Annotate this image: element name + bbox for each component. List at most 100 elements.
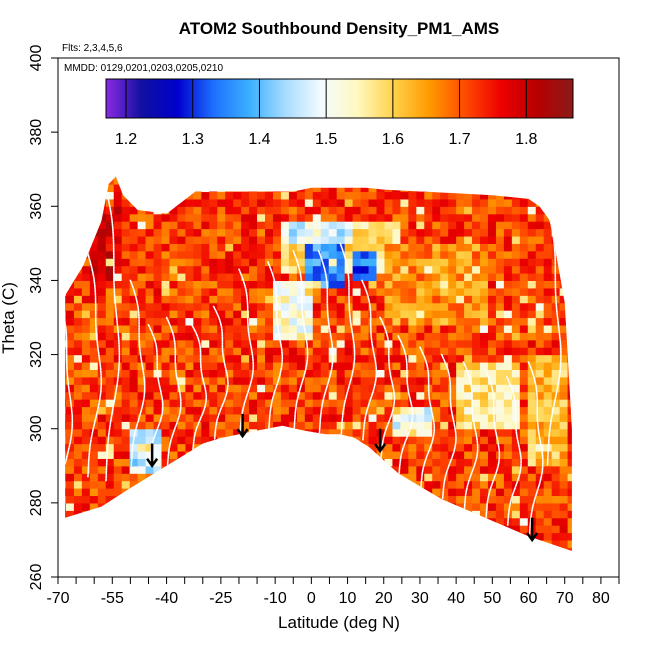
- heatmap-cell: [527, 473, 537, 482]
- heatmap-cell: [535, 206, 545, 215]
- heatmap-cell: [320, 176, 330, 185]
- heatmap-cell: [472, 465, 481, 474]
- heatmap-cell: [97, 458, 107, 467]
- heatmap-cell: [137, 287, 147, 296]
- heatmap-cell: [121, 428, 131, 437]
- heatmap-cell: [384, 302, 394, 311]
- heatmap-cell: [185, 502, 194, 511]
- heatmap-cell: [424, 265, 433, 274]
- heatmap-cell: [320, 525, 330, 534]
- heatmap-cell: [161, 176, 171, 178]
- heatmap-cell: [336, 287, 346, 296]
- heatmap-cell: [193, 191, 202, 200]
- heatmap-cell: [559, 376, 569, 385]
- heatmap-cell: [185, 510, 194, 519]
- heatmap-cell: [161, 184, 171, 193]
- heatmap-cell: [209, 339, 218, 348]
- heatmap-cell: [432, 339, 441, 348]
- heatmap-cell: [257, 495, 266, 504]
- heatmap-cell: [177, 436, 186, 445]
- heatmap-cell: [304, 399, 314, 408]
- heatmap-cell: [551, 184, 561, 193]
- heatmap-cell: [89, 517, 99, 526]
- heatmap-cell: [225, 555, 234, 563]
- heatmap-cell: [328, 450, 338, 459]
- heatmap-cell: [121, 473, 131, 482]
- heatmap-cell: [328, 191, 338, 200]
- heatmap-cell: [535, 354, 545, 363]
- heatmap-cell: [217, 265, 226, 274]
- heatmap-cell: [65, 191, 67, 200]
- heatmap-cell: [288, 347, 298, 356]
- heatmap-cell: [121, 450, 131, 459]
- heatmap-cell: [296, 488, 306, 497]
- heatmap-cell: [551, 361, 561, 370]
- heatmap-cell: [320, 488, 330, 497]
- heatmap-cell: [225, 361, 234, 370]
- heatmap-cell: [432, 473, 441, 482]
- heatmap-cell: [161, 280, 171, 289]
- heatmap-cell: [73, 421, 83, 430]
- heatmap-cell: [81, 510, 91, 519]
- heatmap-cell: [65, 510, 75, 519]
- heatmap-cell: [249, 258, 258, 267]
- heatmap-cell: [145, 443, 155, 452]
- heatmap-cell: [288, 295, 298, 304]
- heatmap-cell: [312, 206, 322, 215]
- heatmap-cell: [448, 339, 457, 348]
- heatmap-cell: [257, 361, 266, 370]
- heatmap-cell: [360, 369, 370, 378]
- heatmap-cell: [296, 510, 306, 519]
- heatmap-cell: [527, 184, 537, 193]
- heatmap-cell: [527, 384, 537, 393]
- heatmap-cell: [145, 510, 155, 519]
- heatmap-cell: [368, 310, 378, 319]
- heatmap-cell: [296, 191, 306, 200]
- heatmap-cell: [201, 369, 210, 378]
- heatmap-cell: [519, 502, 529, 511]
- heatmap-cell: [408, 399, 417, 408]
- heatmap-cell: [360, 332, 370, 341]
- heatmap-cell: [280, 235, 290, 244]
- heatmap-cell: [177, 480, 186, 489]
- heatmap-cell: [535, 176, 545, 185]
- heatmap-cell: [360, 280, 370, 289]
- heatmap-cell: [121, 532, 131, 541]
- heatmap-cell: [416, 376, 425, 385]
- heatmap-cell: [416, 488, 425, 497]
- heatmap-cell: [567, 480, 572, 489]
- heatmap-cell: [503, 258, 513, 267]
- heatmap-cell: [320, 339, 330, 348]
- heatmap-cell: [225, 317, 234, 326]
- heatmap-cell: [65, 302, 67, 311]
- heatmap-cell: [360, 295, 370, 304]
- heatmap-cell: [392, 547, 401, 551]
- heatmap-cell: [65, 391, 67, 400]
- heatmap-cell: [241, 517, 250, 526]
- heatmap-cell: [113, 295, 123, 304]
- heatmap-cell: [288, 428, 298, 437]
- heatmap-cell: [376, 213, 386, 222]
- heatmap-cell: [65, 295, 67, 304]
- heatmap-cell: [511, 273, 521, 282]
- heatmap-cell: [543, 406, 553, 415]
- heatmap-cell: [416, 213, 425, 222]
- heatmap-cell: [129, 265, 139, 274]
- heatmap-cell: [233, 413, 242, 422]
- heatmap-cell: [97, 391, 107, 400]
- heatmap-cell: [440, 495, 449, 504]
- heatmap-cell: [456, 361, 465, 370]
- heatmap-cell: [503, 428, 513, 437]
- heatmap-cell: [193, 458, 202, 467]
- heatmap-cell: [177, 376, 186, 385]
- heatmap-cell: [503, 369, 513, 378]
- heatmap-cell: [344, 250, 354, 259]
- heatmap-cell: [368, 324, 378, 333]
- heatmap-cell: [472, 547, 481, 551]
- heatmap-cell: [113, 221, 123, 230]
- heatmap-cell: [201, 465, 210, 474]
- heatmap-cell: [400, 376, 409, 385]
- heatmap-cell: [551, 250, 561, 259]
- heatmap-cell: [456, 547, 465, 551]
- heatmap-cell: [551, 265, 561, 274]
